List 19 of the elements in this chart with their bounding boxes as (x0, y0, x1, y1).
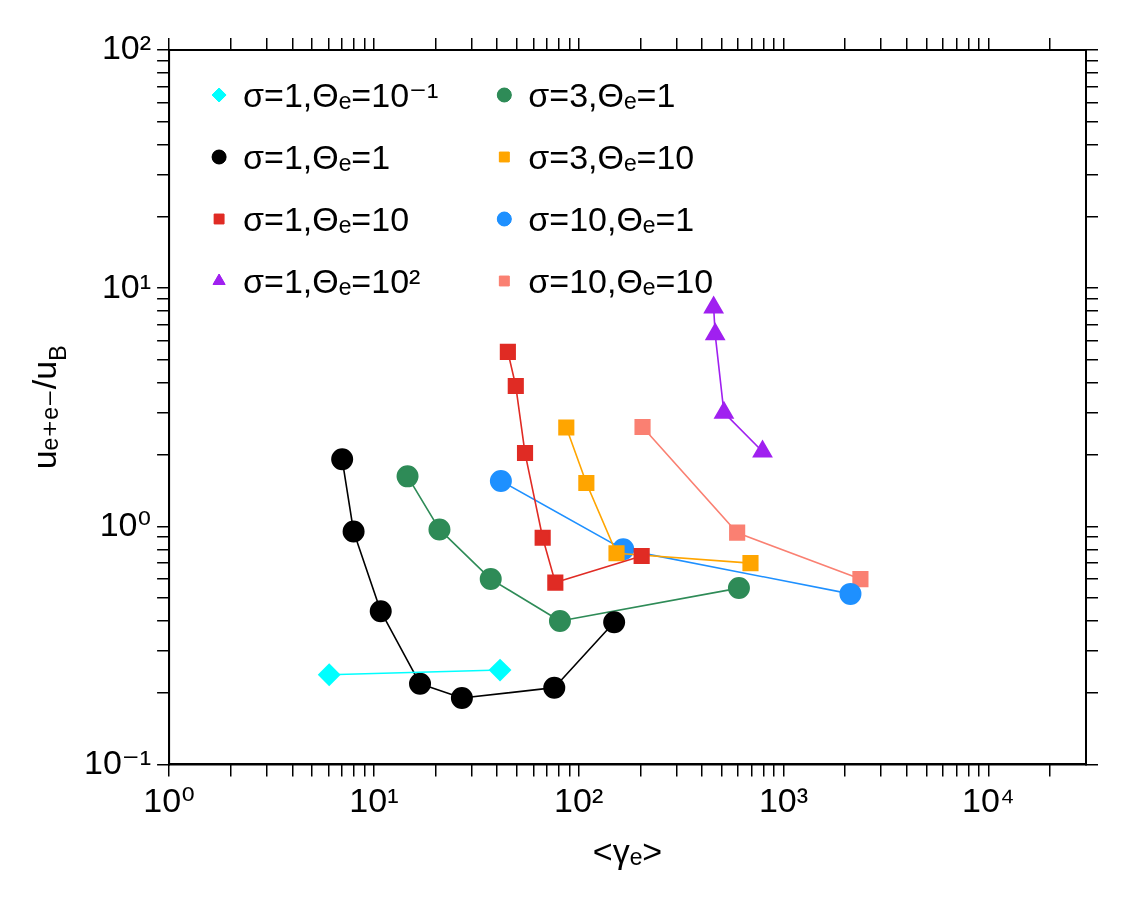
y-axis-title: uₑ₊ₑ₋/uB (25, 345, 72, 470)
legend-label: σ=1,Θₑ=10 (243, 199, 410, 238)
y-tick-label: 10⁻¹ (83, 742, 152, 781)
x-tick-label: 10² (554, 781, 604, 820)
x-axis-title: <γₑ> (592, 831, 663, 870)
legend-label: σ=10,Θₑ=1 (528, 199, 695, 238)
x-tick-label: 10⁰ (143, 781, 195, 820)
x-tick-label: 10⁴ (962, 781, 1015, 820)
x-tick-label: 10¹ (349, 781, 399, 820)
legend-label: σ=1,Θₑ=1 (243, 137, 391, 176)
y-tick-label: 10⁰ (99, 504, 152, 543)
y-tick-label: 10² (101, 28, 152, 67)
legend-label: σ=1,Θₑ=10² (243, 261, 421, 300)
legend-label: σ=3,Θₑ=10 (528, 137, 695, 176)
legend-label: σ=1,Θₑ=10⁻¹ (243, 75, 439, 114)
x-tick-label: 10³ (758, 781, 809, 820)
y-tick-label: 10¹ (101, 266, 152, 305)
legend-label: σ=10,Θₑ=10 (528, 261, 714, 300)
legend-label: σ=3,Θₑ=1 (528, 75, 676, 114)
